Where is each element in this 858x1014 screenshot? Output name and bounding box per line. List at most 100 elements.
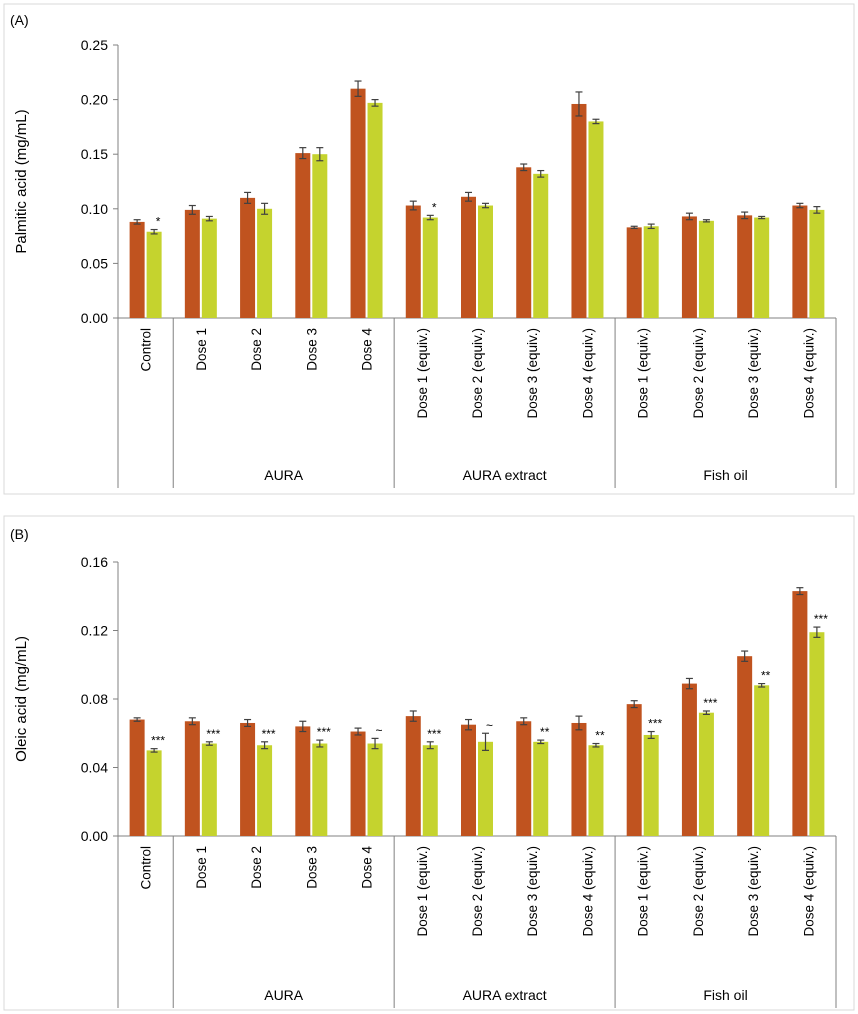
x-tick-label: Dose 3 (equiv.) (525, 846, 540, 937)
bar-2 (698, 220, 714, 318)
x-tick-label: Control (139, 328, 154, 372)
bar-1 (626, 227, 642, 318)
bar-1 (350, 731, 366, 836)
y-tick-label: 0.12 (81, 623, 108, 639)
panel-frame (3, 515, 855, 1011)
x-tick-label: Dose 2 (equiv.) (691, 328, 706, 419)
y-tick-label: 0.00 (81, 828, 108, 844)
x-tick-label: Dose 3 (equiv.) (525, 328, 540, 419)
bar-2 (698, 712, 714, 836)
significance-label: *** (206, 727, 220, 741)
y-tick-label: 0.16 (81, 554, 108, 570)
x-tick-label: Dose 1 (194, 846, 209, 889)
bar-1 (184, 721, 200, 836)
bar-1 (350, 88, 366, 319)
significance-label: *** (427, 727, 441, 741)
significance-label: ~ (486, 718, 493, 732)
bar-1 (516, 167, 532, 318)
x-tick-label: Dose 2 (equiv.) (691, 846, 706, 937)
y-tick-label: 0.20 (81, 92, 108, 108)
x-tick-label: Dose 1 (equiv.) (636, 328, 651, 419)
panel-frame (3, 3, 855, 495)
y-tick-label: 0.04 (81, 760, 108, 776)
x-tick-label: Dose 1 (194, 328, 209, 371)
y-tick-label: 0.25 (81, 37, 108, 53)
group-label: AURA extract (463, 987, 547, 1003)
bar-2 (478, 205, 493, 318)
bar-2 (422, 745, 438, 836)
bar-2 (643, 226, 659, 318)
y-tick-label: 0.00 (81, 310, 108, 326)
bar-1 (626, 704, 642, 836)
significance-label: ~ (376, 723, 383, 737)
bar-2 (422, 217, 438, 318)
bar-1 (461, 196, 476, 318)
x-tick-label: Dose 3 (equiv.) (746, 846, 761, 937)
bar-2 (146, 750, 162, 836)
bar-2 (312, 154, 328, 318)
bar-2 (367, 102, 383, 318)
bar-1 (516, 721, 532, 836)
bar-1 (737, 215, 753, 318)
bar-1 (184, 209, 200, 318)
x-tick-label: Dose 4 (equiv.) (580, 328, 595, 419)
x-tick-label: Dose 4 (equiv.) (580, 846, 595, 937)
y-tick-label: 0.08 (81, 691, 108, 707)
group-label: AURA (264, 467, 304, 483)
x-tick-label: Dose 2 (equiv.) (470, 328, 485, 419)
bar-1 (571, 722, 587, 836)
significance-label: *** (262, 727, 276, 741)
bar-1 (792, 205, 808, 318)
x-tick-label: Dose 2 (equiv.) (470, 846, 485, 937)
x-tick-label: Control (139, 846, 154, 890)
x-tick-label: Dose 1 (equiv.) (636, 846, 651, 937)
x-tick-label: Dose 1 (equiv.) (415, 846, 430, 937)
bar-2 (257, 208, 273, 318)
group-label: Fish oil (703, 987, 747, 1003)
x-tick-label: Dose 4 (360, 846, 375, 889)
x-tick-label: Dose 1 (equiv.) (415, 328, 430, 419)
y-tick-label: 0.05 (81, 255, 108, 271)
bar-1 (405, 716, 421, 836)
bar-2 (367, 743, 383, 836)
bar-2 (809, 632, 825, 836)
bar-2 (312, 743, 328, 836)
bar-2 (201, 218, 217, 318)
x-tick-label: Dose 4 (equiv.) (801, 328, 816, 419)
x-tick-label: Dose 4 (360, 328, 375, 371)
bar-2 (809, 209, 825, 318)
x-tick-label: Dose 4 (equiv.) (801, 846, 816, 937)
bar-1 (295, 726, 311, 836)
bar-2 (588, 745, 604, 836)
significance-label: *** (648, 717, 662, 731)
significance-label: *** (317, 725, 331, 739)
y-axis-label: Palmitic acid (mg/mL) (13, 109, 30, 253)
bar-2 (754, 217, 770, 318)
y-tick-label: 0.15 (81, 146, 108, 162)
significance-label: *** (814, 612, 828, 626)
x-tick-label: Dose 3 (equiv.) (746, 328, 761, 419)
bar-2 (643, 734, 659, 836)
bar-1 (571, 103, 587, 318)
bar-1 (792, 591, 808, 836)
bar-2 (257, 745, 273, 836)
bar-1 (295, 153, 311, 318)
bar-1 (240, 722, 256, 836)
x-tick-label: Dose 2 (249, 328, 264, 371)
significance-label: ** (761, 669, 771, 683)
significance-label: ** (540, 725, 550, 739)
x-tick-label: Dose 3 (304, 328, 319, 371)
bar-2 (478, 741, 493, 836)
chart-panel-2: (B) 0.00 0.04 0.08 0.12 0.16 Oleic acid (mg/mL… (3, 515, 855, 1011)
significance-label: * (432, 200, 437, 214)
group-label: AURA extract (463, 467, 547, 483)
bar-1 (681, 683, 697, 836)
bar-2 (533, 741, 549, 836)
x-tick-label: Dose 2 (249, 846, 264, 889)
group-label: AURA (264, 987, 304, 1003)
group-label: Fish oil (703, 467, 747, 483)
panel-label: (B) (10, 526, 29, 542)
bar-1 (240, 197, 256, 318)
bar-1 (681, 216, 697, 318)
